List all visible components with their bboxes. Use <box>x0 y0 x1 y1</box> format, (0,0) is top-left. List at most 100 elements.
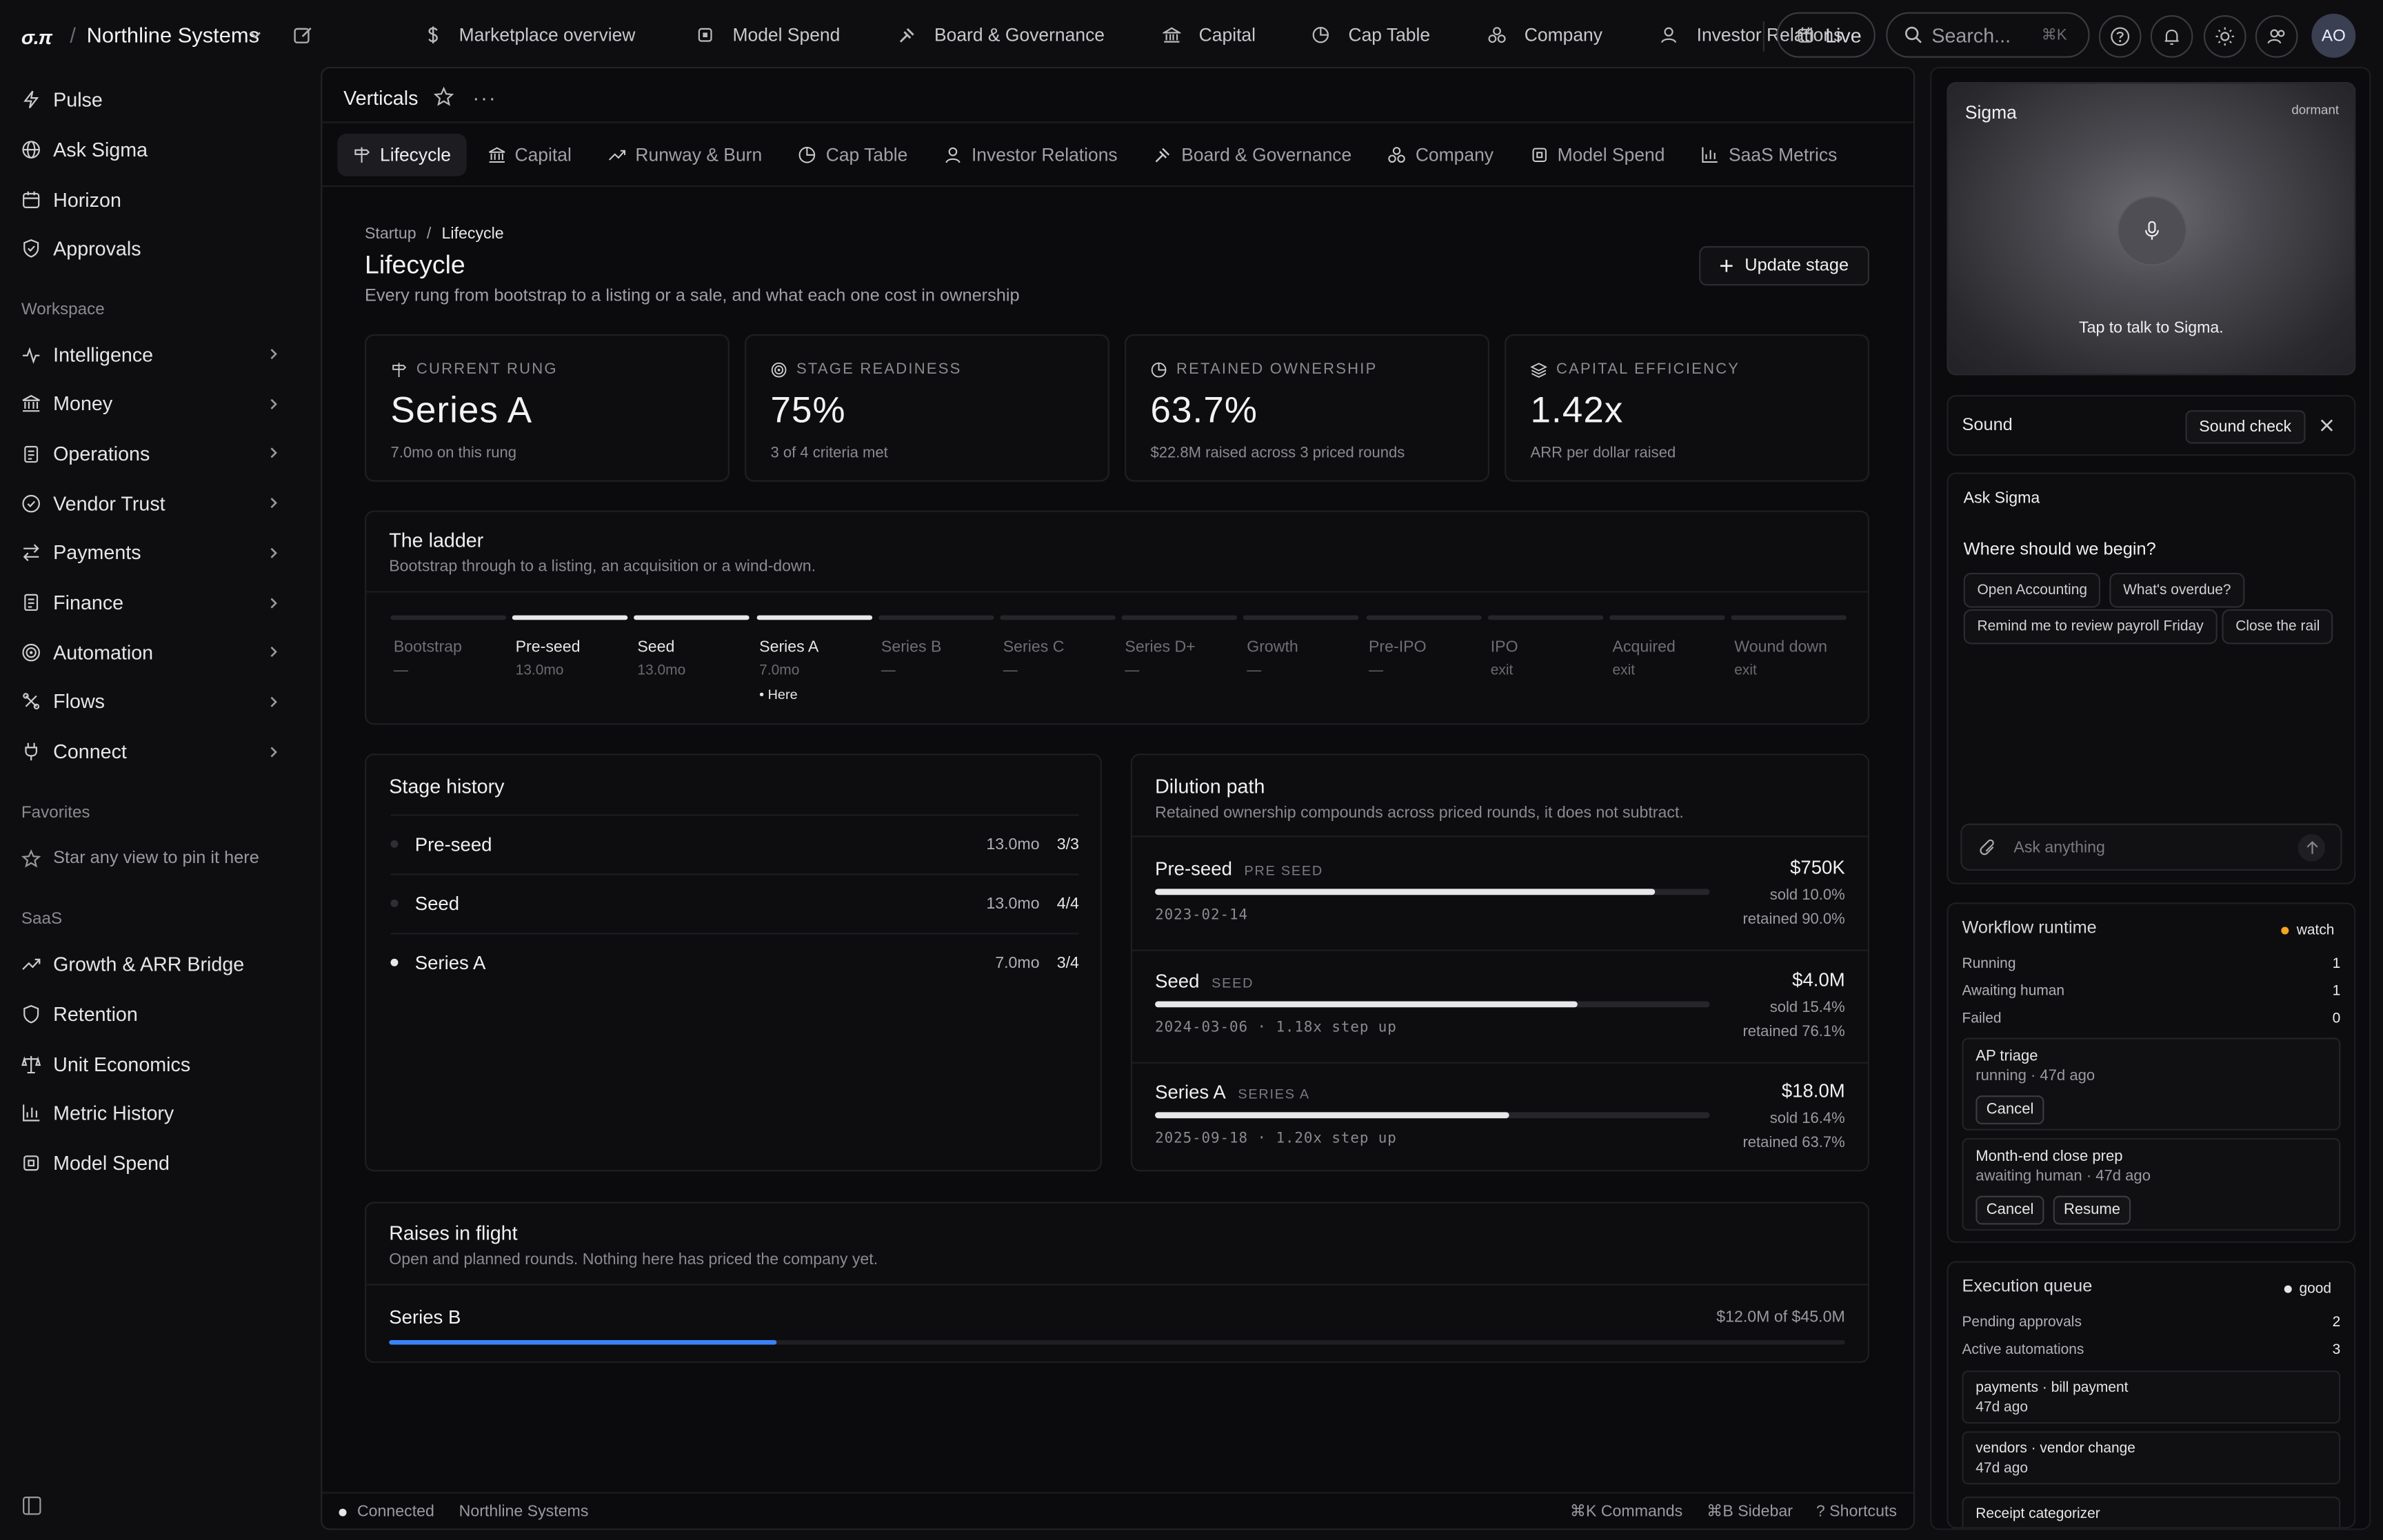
sidebar-item-retention[interactable]: Retention <box>21 997 280 1030</box>
ladder-rung[interactable]: Series C — <box>1000 615 1116 679</box>
topnav-board[interactable]: Board & Governance <box>898 24 1105 45</box>
ladder-rung[interactable]: Seed 13.0mo <box>634 615 750 679</box>
sidebar-item-metric-history[interactable]: Metric History <box>21 1095 280 1128</box>
table-row[interactable]: Seed 13.0mo 4/4 <box>390 873 1079 931</box>
help-icon[interactable] <box>2098 15 2142 58</box>
send-arrow-icon[interactable] <box>2297 833 2326 861</box>
tab-investor-relations[interactable]: Investor Relations <box>929 134 1132 176</box>
ladder-rung[interactable]: Acquired exit <box>1609 615 1725 679</box>
ladder-rung[interactable]: Series D+ — <box>1122 615 1238 679</box>
sound-label: Sound <box>1962 416 2013 435</box>
tab-saas-metrics[interactable]: SaaS Metrics <box>1686 134 1852 176</box>
sidebar-item-growth[interactable]: Growth & ARR Bridge <box>21 946 280 980</box>
suggestion-chip[interactable]: What's overdue? <box>2109 572 2245 608</box>
chevron-right-icon[interactable] <box>268 645 280 660</box>
ladder-rung[interactable]: Pre-seed 13.0mo <box>512 615 628 679</box>
sidebar-item-model-spend[interactable]: Model Spend <box>21 1146 280 1179</box>
table-row[interactable]: Series A 7.0mo 3/4 <box>390 933 1079 991</box>
sidebar-item-vendor-trust[interactable]: Vendor Trust <box>21 487 280 520</box>
suggestion-chip[interactable]: Close the rail <box>2222 609 2334 645</box>
ladder-rung[interactable]: IPO exit <box>1487 615 1603 679</box>
sun-icon[interactable] <box>2203 15 2246 58</box>
sound-check-button[interactable]: Sound check <box>2185 410 2305 444</box>
chevron-down-icon[interactable] <box>248 28 263 43</box>
sidebar-item-money[interactable]: Money <box>21 387 280 420</box>
sidebar-item-horizon[interactable]: Horizon <box>21 182 280 215</box>
chevron-right-icon[interactable] <box>268 694 280 709</box>
tab-runway-burn[interactable]: Runway & Burn <box>593 134 778 176</box>
sidebar-item-automation[interactable]: Automation <box>21 636 280 669</box>
footer-commands[interactable]: ⌘K Commands <box>1569 1502 1683 1521</box>
sidebar-item-approvals[interactable]: Approvals <box>21 231 280 264</box>
org-switcher[interactable]: Northline Systems <box>86 23 260 48</box>
tab-model-spend[interactable]: Model Spend <box>1515 134 1680 176</box>
ladder-rung[interactable]: Pre-IPO — <box>1365 615 1482 679</box>
chevron-right-icon[interactable] <box>268 347 280 362</box>
topnav-investor-relations[interactable]: Investor Relations <box>1660 24 1842 45</box>
sidebar-toggle-icon[interactable] <box>23 1497 41 1515</box>
cancel-button[interactable]: Cancel <box>1975 1095 2044 1125</box>
chevron-right-icon[interactable] <box>268 496 280 511</box>
sidebar-item-flows[interactable]: Flows <box>21 685 280 718</box>
resume-button[interactable]: Resume <box>2053 1195 2131 1225</box>
chevron-right-icon[interactable] <box>268 396 280 412</box>
queue-item[interactable]: payments · bill payment 47d ago <box>1962 1370 2341 1424</box>
search-input[interactable]: Search... ⌘K <box>1886 12 2090 58</box>
topnav-marketplace[interactable]: Marketplace overview <box>425 24 635 45</box>
rung-name: Seed <box>637 638 675 657</box>
ladder-rung[interactable]: Growth — <box>1243 615 1360 679</box>
tab-lifecycle[interactable]: Lifecycle <box>337 133 466 176</box>
bell-icon[interactable] <box>2150 15 2193 58</box>
chevron-right-icon[interactable] <box>268 744 280 759</box>
stat-row: Pending approvals 2 <box>1962 1315 2340 1331</box>
sidebar-item-connect[interactable]: Connect <box>21 735 280 768</box>
users-icon[interactable] <box>2255 15 2298 58</box>
paperclip-icon[interactable] <box>1979 838 1997 856</box>
chevron-right-icon[interactable] <box>268 545 280 560</box>
ladder-rung[interactable]: Series B — <box>878 615 994 679</box>
chevron-right-icon[interactable] <box>268 595 280 610</box>
star-icon[interactable] <box>433 86 454 108</box>
more-icon[interactable]: ··· <box>472 86 497 110</box>
compose-icon[interactable] <box>293 26 313 45</box>
ladder-rung[interactable]: Bootstrap — <box>390 615 506 679</box>
live-button[interactable]: Live <box>1776 12 1876 58</box>
sidebar-item-unit-economics[interactable]: Unit Economics <box>21 1047 280 1080</box>
avatar[interactable]: AO <box>2311 13 2356 58</box>
brand-logo[interactable]: σ.π <box>21 26 52 49</box>
sigma-voice-card[interactable]: Sigma dormant Tap to talk to Sigma. <box>1947 82 2356 376</box>
sidebar-item-finance[interactable]: Finance <box>21 586 280 619</box>
ladder-rung[interactable]: Series A 7.0mo • Here <box>756 615 872 702</box>
breadcrumb-parent[interactable]: Startup <box>364 225 416 243</box>
dilution-card: Dilution path Retained ownership compoun… <box>1130 753 1870 1172</box>
topnav-model-spend[interactable]: Model Spend <box>696 24 840 45</box>
sidebar-item-operations[interactable]: Operations <box>21 436 280 469</box>
table-row[interactable]: Pre-seed 13.0mo 3/3 <box>390 814 1079 872</box>
sidebar-item-payments[interactable]: Payments <box>21 536 280 569</box>
cancel-button[interactable]: Cancel <box>1975 1195 2044 1225</box>
sidebar-item-intelligence[interactable]: Intelligence <box>21 337 280 370</box>
update-stage-button[interactable]: Update stage <box>1699 246 1870 286</box>
microphone-icon[interactable] <box>2117 196 2187 266</box>
close-icon[interactable] <box>2319 418 2334 433</box>
queue-item[interactable]: Receipt categorizer <box>1962 1497 2341 1528</box>
footer-sidebar[interactable]: ⌘B Sidebar <box>1707 1502 1793 1521</box>
sidebar-item-pulse[interactable]: Pulse <box>21 82 280 115</box>
chevron-right-icon[interactable] <box>268 446 280 461</box>
tab-cap-table[interactable]: Cap Table <box>783 134 923 176</box>
ask-input[interactable]: Ask anything <box>1960 823 2342 871</box>
ladder-rung[interactable]: Wound down exit <box>1731 615 1847 679</box>
sidebar-item-ask-sigma[interactable]: Ask Sigma <box>21 132 280 165</box>
topnav-capital[interactable]: Capital <box>1162 24 1256 45</box>
suggestion-chip[interactable]: Open Accounting <box>1963 572 2101 608</box>
tab-board-governance[interactable]: Board & Governance <box>1139 134 1367 176</box>
tab-capital[interactable]: Capital <box>472 134 587 176</box>
topnav-cap-table[interactable]: Cap Table <box>1312 24 1430 45</box>
footer-shortcuts[interactable]: ? Shortcuts <box>1816 1502 1897 1521</box>
topnav-company[interactable]: Company <box>1488 24 1602 45</box>
queue-item[interactable]: vendors · vendor change 47d ago <box>1962 1431 2341 1485</box>
tab-company[interactable]: Company <box>1373 134 1509 176</box>
rung-duration: 7.0mo <box>759 662 800 680</box>
suggestion-chip[interactable]: Remind me to review payroll Friday <box>1963 609 2218 645</box>
rung-bar <box>1000 615 1116 620</box>
